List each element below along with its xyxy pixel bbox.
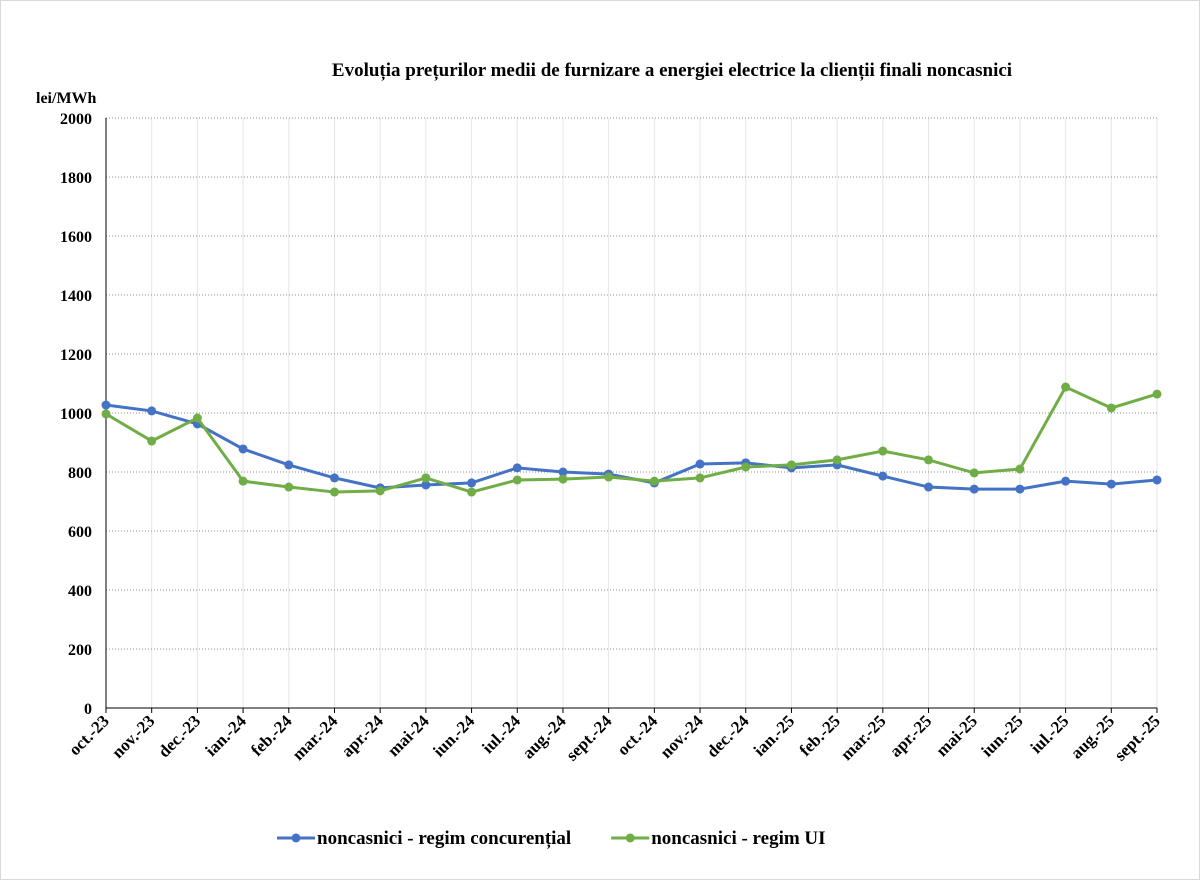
data-point: [878, 446, 888, 456]
y-tick-label: 2000: [60, 111, 92, 128]
y-tick-label: 0: [84, 701, 92, 718]
data-point: [924, 482, 934, 492]
data-point: [238, 444, 248, 454]
data-point: [558, 474, 568, 484]
data-point: [878, 471, 888, 481]
data-point: [421, 480, 431, 490]
data-point: [832, 455, 842, 465]
data-point: [147, 406, 157, 416]
y-tick-label: 600: [68, 524, 92, 541]
data-point: [695, 459, 705, 469]
data-point: [284, 460, 294, 470]
data-point: [1152, 389, 1162, 399]
legend-marker: [625, 833, 635, 843]
y-tick-label: 1400: [60, 288, 92, 305]
data-point: [558, 467, 568, 477]
data-point: [786, 460, 796, 470]
data-point: [649, 476, 659, 486]
data-point: [421, 473, 431, 483]
data-point: [604, 472, 614, 482]
data-point: [1152, 475, 1162, 485]
y-tick-label: 1800: [60, 170, 92, 187]
data-point: [695, 473, 705, 483]
data-point: [1106, 479, 1116, 489]
y-tick-label: 1200: [60, 347, 92, 364]
data-point: [284, 482, 294, 492]
data-point: [192, 413, 202, 423]
legend-marker: [291, 833, 301, 843]
data-point: [1061, 382, 1071, 392]
series-line: [105, 385, 1158, 494]
data-point: [329, 487, 339, 497]
data-point: [924, 455, 934, 465]
data-point: [512, 475, 522, 485]
data-point: [238, 476, 248, 486]
data-point: [101, 409, 111, 419]
y-tick-label: 800: [68, 465, 92, 482]
data-point: [969, 484, 979, 494]
y-axis-label: lei/MWh: [36, 90, 97, 107]
data-point: [969, 468, 979, 478]
data-point: [1015, 464, 1025, 474]
y-tick-label: 200: [68, 642, 92, 659]
legend-label: noncasnici - regim concurențial: [317, 828, 571, 849]
y-tick-label: 1000: [60, 406, 92, 423]
data-point: [147, 436, 157, 446]
y-tick-label: 1600: [60, 229, 92, 246]
legend-label: noncasnici - regim UI: [651, 828, 825, 849]
data-point: [741, 462, 751, 472]
data-point: [1015, 484, 1025, 494]
data-point: [1106, 403, 1116, 413]
data-point: [329, 473, 339, 483]
data-point: [375, 486, 385, 496]
data-point: [1061, 476, 1071, 486]
chart-title: Evoluția prețurilor medii de furnizare a…: [332, 60, 1012, 81]
data-point: [467, 487, 477, 497]
data-point: [512, 463, 522, 473]
data-point: [467, 478, 477, 488]
data-point: [101, 400, 111, 410]
y-tick-label: 400: [68, 583, 92, 600]
